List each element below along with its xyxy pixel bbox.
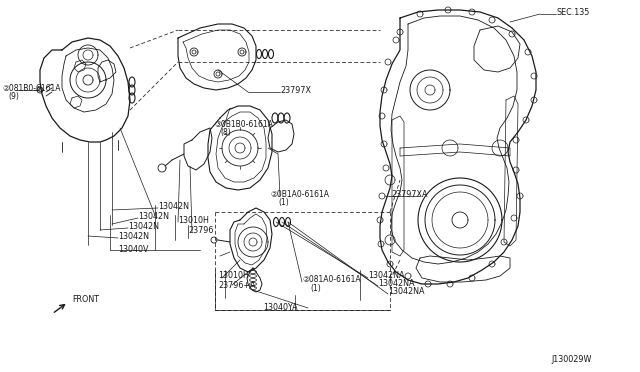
Text: (9): (9)	[8, 92, 19, 100]
Text: 13042N: 13042N	[158, 202, 189, 211]
Text: 13040V: 13040V	[118, 246, 148, 254]
Text: 13042N: 13042N	[138, 212, 169, 221]
Text: 13042NA: 13042NA	[378, 279, 415, 289]
Text: (1): (1)	[310, 283, 321, 292]
Text: 13010H: 13010H	[178, 215, 209, 224]
Text: 13010H: 13010H	[218, 272, 249, 280]
Text: ②0B1A0-6161A: ②0B1A0-6161A	[270, 189, 329, 199]
Text: 13042N: 13042N	[118, 231, 149, 241]
Text: ②081A0-6161A: ②081A0-6161A	[302, 276, 360, 285]
Text: (8): (8)	[220, 128, 231, 137]
Text: 13042NA: 13042NA	[388, 288, 424, 296]
Text: J130029W: J130029W	[552, 356, 592, 365]
Text: ②081B0-6161A: ②081B0-6161A	[2, 83, 61, 93]
Text: 23796+A: 23796+A	[218, 282, 255, 291]
Text: FRONT: FRONT	[72, 295, 99, 305]
Text: 13040YA: 13040YA	[262, 304, 298, 312]
Text: 23796: 23796	[188, 225, 213, 234]
Text: 23797XA: 23797XA	[391, 189, 428, 199]
Text: 23797X: 23797X	[280, 86, 311, 94]
Text: 13042N: 13042N	[128, 221, 159, 231]
Text: (1): (1)	[278, 198, 289, 206]
Text: 13042NA: 13042NA	[368, 272, 404, 280]
Text: ③0B1B0-6161A: ③0B1B0-6161A	[214, 119, 273, 128]
Text: SEC.135: SEC.135	[557, 7, 590, 16]
